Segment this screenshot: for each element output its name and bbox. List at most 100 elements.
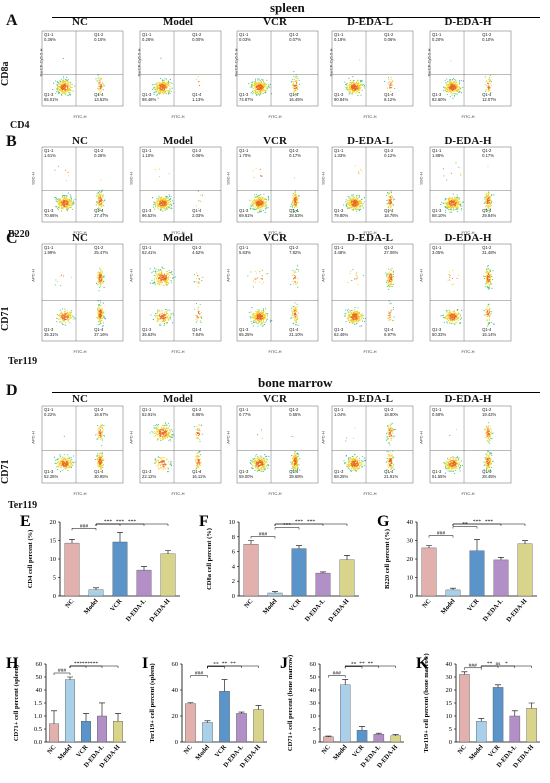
- quadrant-label-q1: Q1-1 5.83%: [239, 245, 251, 255]
- y-tick-label: 0.0: [34, 739, 42, 746]
- facs-y-axis-label: APC-H: [320, 269, 326, 282]
- x-tick-label: D-EDA-L: [482, 597, 505, 623]
- quadrant-label-q2: Q1-2 0.12%: [384, 148, 396, 158]
- facs-svg: [236, 243, 319, 342]
- x-tick-label: D-EDA-H: [327, 598, 350, 624]
- bar-chart-I: I Ter119+ cell percent (spleen) 0 20 40 60 NC M…: [142, 655, 267, 770]
- facs-svg: [139, 243, 222, 342]
- facs-x-axis-label: FITC-H: [268, 491, 282, 496]
- quadrant-label-q1: Q1-1 0.58%: [432, 407, 444, 417]
- bar-D-EDA-L: [96, 715, 107, 743]
- error-bar: [99, 702, 105, 716]
- significance-bracket: [69, 665, 119, 668]
- quadrant-label-q2: Q1-2 0.17%: [482, 148, 494, 158]
- quadrant-label-q3: Q1-3 79.80%: [334, 208, 349, 218]
- error-bar: [498, 557, 504, 560]
- facs-x-axis-label: FITC-H: [171, 114, 185, 119]
- facs-svg: [429, 30, 512, 107]
- error-bar: [221, 679, 228, 692]
- quadrant-label-q1: Q1-1 0.20%: [432, 32, 444, 42]
- significance-label: ***: [104, 519, 113, 525]
- bar-D-EDA-L: [493, 559, 509, 597]
- x-tick-label: D-EDA-L: [125, 597, 148, 623]
- facs-plot-C-2: Q1-1 5.83% Q1-2 7.82% Q1-3 65.25% Q1-4 21.1…: [226, 243, 319, 354]
- quadrant-label-q4: Q1-4 2.03%: [192, 208, 204, 218]
- facs-y-axis-label: APC-H: [320, 431, 326, 444]
- facs-svg: [331, 146, 414, 223]
- facs-x-axis-label: FITC-H: [73, 491, 87, 496]
- significance-bracket: [71, 528, 97, 531]
- quadrant-label-q2: Q1-2 31.48%: [482, 245, 497, 255]
- y-tick-label: 60: [310, 661, 317, 668]
- x-tick-label: VCR: [75, 744, 90, 760]
- facs-plot-C-3: Q1-1 3.48% Q1-2 27.06% Q1-3 62.46% Q1-4 6.9…: [321, 243, 414, 354]
- column-header-B-3: D-EDA-L: [347, 135, 393, 147]
- quadrant-label-q4: Q1-4 8.12%: [384, 92, 396, 102]
- y-tick-label: 0: [449, 739, 452, 746]
- y-tick-label: 20: [446, 687, 453, 694]
- bar-NC: [185, 703, 196, 743]
- y-axis-label: CD71+ cell percent (spleen): [13, 665, 20, 741]
- error-bar: [272, 591, 278, 594]
- x-tick-label: NC: [46, 744, 58, 756]
- bar-VCR: [219, 691, 230, 743]
- y-tick-label: 8: [232, 534, 235, 541]
- quadrant-label-q3: Q1-3 22.12%: [142, 469, 157, 479]
- facs-y-axis-label: SSC-H: [320, 172, 326, 185]
- facs-svg: [236, 30, 319, 107]
- column-header-A-2: VCR: [263, 16, 287, 28]
- quadrant-label-q1: Q1-1 52.91%: [142, 407, 157, 417]
- panel-letter-K: K: [416, 655, 429, 672]
- column-header-A-3: D-EDA-L: [347, 16, 393, 28]
- error-bar: [296, 545, 302, 549]
- x-tick-label: D-EDA-L: [304, 597, 327, 623]
- facs-plot-B-3: Q1-1 1.33% Q1-2 0.12% Q1-3 79.80% Q1-4 18.7…: [321, 146, 414, 235]
- facs-svg: [429, 146, 512, 223]
- bar-Model: [65, 679, 76, 743]
- facs-plot-B-4: Q1-1 1.88% Q1-2 0.17% Q1-3 68.10% Q1-4 29.8…: [419, 146, 512, 235]
- facs-x-axis-label: FITC-H: [461, 230, 475, 235]
- error-bar: [187, 702, 194, 704]
- x-tick-label: VCR: [109, 598, 124, 614]
- facs-svg: [139, 405, 222, 484]
- error-bar: [522, 540, 528, 544]
- quadrant-label-q3: Q1-3 62.46%: [334, 327, 349, 337]
- y-tick-label: 0: [313, 739, 316, 746]
- significance-label: ###: [469, 663, 478, 669]
- x-tick-label: NC: [243, 598, 255, 610]
- column-header-C-2: VCR: [263, 232, 287, 244]
- axis-label-C-y: CD71: [0, 306, 11, 331]
- bar-VCR: [80, 720, 91, 743]
- y-tick-label: 40: [310, 687, 317, 694]
- facs-plot-B-1: Q1-1 1.10% Q1-2 0.06% Q1-3 96.52% Q1-4 2.03…: [129, 146, 222, 235]
- quadrant-label-q4: Q1-4 16.11%: [192, 469, 206, 479]
- facs-plot-C-4: Q1-1 3.05% Q1-2 31.48% Q1-3 50.33% Q1-4 15.…: [419, 243, 512, 354]
- significance-bracket: [328, 675, 346, 678]
- bone-marrow-rule: [52, 392, 540, 393]
- facs-x-axis-label: FITC-H: [363, 491, 377, 496]
- y-tick-label: 40: [446, 661, 453, 668]
- facs-svg: [331, 405, 414, 484]
- y-axis-label: Ter119+ cell percent (bone marrow): [423, 653, 430, 752]
- significance-label: ***: [82, 661, 91, 667]
- facs-y-axis-label: APC-H: [225, 431, 231, 444]
- quadrant-label-q1: Q1-1 0.03%: [239, 32, 251, 42]
- y-tick-label: 5: [313, 726, 316, 733]
- y-tick-label: 30: [407, 538, 414, 545]
- bar-D-EDA-H: [160, 553, 176, 597]
- quadrant-label-q4: Q1-4 39.68%: [289, 469, 304, 479]
- significance-label: **: [487, 661, 493, 667]
- facs-y-axis-label: PerCP-Cy5-5-H: [233, 48, 239, 77]
- bar-VCR: [291, 548, 307, 597]
- bar-D-EDA-L: [236, 713, 247, 743]
- error-bar: [392, 734, 399, 736]
- column-header-C-0: NC: [72, 232, 88, 244]
- error-bar: [248, 540, 254, 545]
- significance-label: **: [359, 661, 365, 667]
- significance-label: ###: [195, 671, 204, 677]
- bar-NC: [49, 723, 60, 743]
- panel-letter-D: D: [6, 382, 18, 399]
- y-tick-label: 10: [446, 713, 453, 720]
- error-bar: [51, 710, 57, 724]
- quadrant-label-q4: Q1-4 1.13%: [192, 92, 204, 102]
